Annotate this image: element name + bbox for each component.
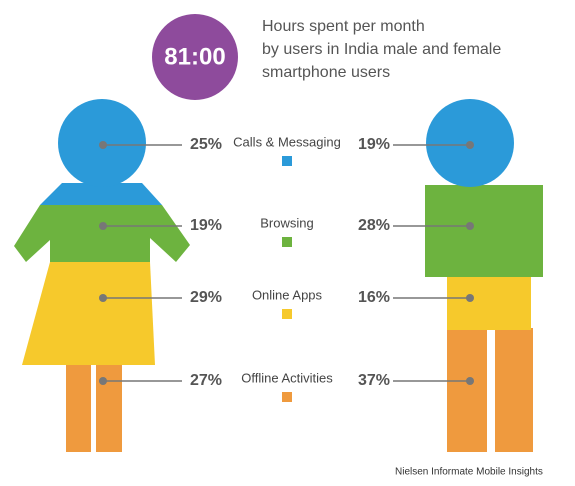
- header-line: Hours spent per month: [262, 18, 425, 35]
- female-percent: 29%: [190, 289, 222, 306]
- dot: [466, 377, 474, 385]
- dot: [99, 377, 107, 385]
- female-percent: 19%: [190, 217, 222, 234]
- dot: [466, 141, 474, 149]
- category-label: Offline Activities: [241, 370, 333, 385]
- legend-swatch: [282, 156, 292, 166]
- legend-swatch: [282, 237, 292, 247]
- female-percent: 27%: [190, 372, 222, 389]
- dot: [99, 222, 107, 230]
- female-percent: 25%: [190, 136, 222, 153]
- male-percent: 19%: [358, 136, 390, 153]
- legend-swatch: [282, 309, 292, 319]
- dot: [466, 294, 474, 302]
- header-line: smartphone users: [262, 64, 390, 81]
- badge-text: 81:00: [164, 43, 225, 70]
- legend-swatch: [282, 392, 292, 402]
- category-label: Browsing: [260, 215, 313, 230]
- category-label: Online Apps: [252, 287, 323, 302]
- badge: [152, 14, 238, 100]
- dot: [99, 141, 107, 149]
- male-percent: 37%: [358, 372, 390, 389]
- male-percent: 28%: [358, 217, 390, 234]
- dot: [466, 222, 474, 230]
- male-figure: [425, 99, 543, 452]
- header-line: by users in India male and female: [262, 41, 501, 58]
- category-label: Calls & Messaging: [233, 134, 341, 149]
- male-percent: 16%: [358, 289, 390, 306]
- female-figure: [14, 99, 190, 452]
- source: Nielsen Informate Mobile Insights: [395, 467, 543, 478]
- dot: [99, 294, 107, 302]
